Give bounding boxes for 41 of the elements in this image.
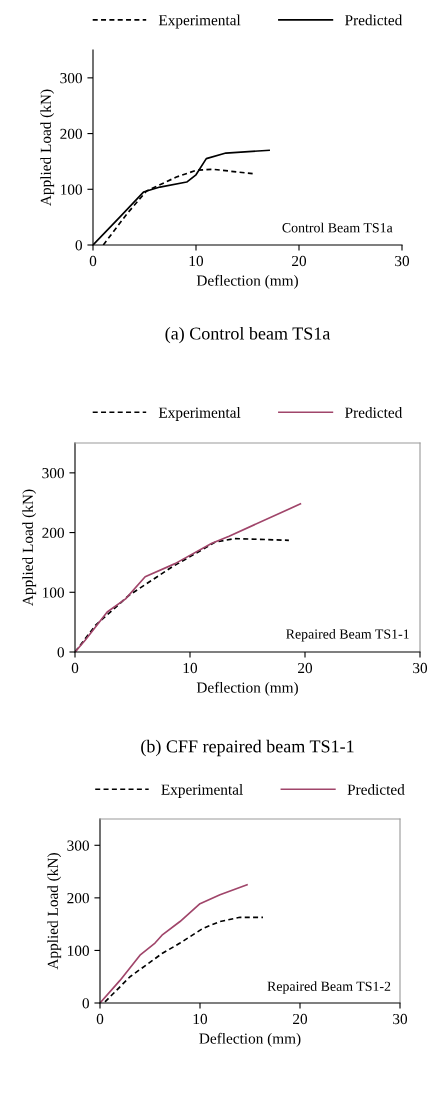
x-tick-label: 30 <box>413 662 428 674</box>
x-tick-label: 10 <box>189 255 204 267</box>
annotation: Repaired Beam TS1-2 <box>267 981 391 994</box>
x-tick-label: 0 <box>89 255 97 267</box>
x-tick-label: 10 <box>193 1013 208 1025</box>
legend-label: Predicted <box>345 407 403 418</box>
y-tick-label: 200 <box>67 893 89 904</box>
y-tick-label: 100 <box>68 945 89 956</box>
text: (b) CFF repaired beam TS1-1 <box>141 739 354 757</box>
text: (a) Control beam TS1a <box>165 326 331 344</box>
y-axis-title: Applied Load (kN) <box>47 853 62 970</box>
y-tick-label: 0 <box>82 998 89 1009</box>
annotation: Control Beam TS1a <box>282 222 393 233</box>
x-tick-label: 10 <box>183 662 198 674</box>
y-tick-label: 0 <box>75 240 82 251</box>
y-axis-title: Applied Load (kN) <box>22 489 37 606</box>
x-axis-title: Deflection (mm) <box>199 1032 301 1047</box>
y-tick-label: 100 <box>43 587 64 598</box>
x-axis-title: Deflection (mm) <box>196 681 298 696</box>
y-tick-label: 200 <box>42 527 64 539</box>
x-tick-label: 20 <box>298 662 313 674</box>
legend-label: Experimental <box>161 784 243 798</box>
x-tick-label: 20 <box>292 255 307 267</box>
x-tick-label: 30 <box>393 1013 408 1025</box>
y-tick-label: 200 <box>60 128 82 140</box>
annotation: Repaired Beam TS1-1 <box>286 628 409 642</box>
y-tick-label: 100 <box>61 184 82 195</box>
x-axis-title: Deflection (mm) <box>196 274 298 289</box>
line-series <box>100 883 248 1003</box>
y-tick-label: 0 <box>57 647 64 658</box>
y-tick-label: 300 <box>60 73 82 84</box>
legend-label: Predicted <box>347 784 405 795</box>
y-tick-label: 300 <box>42 468 64 479</box>
x-tick-label: 0 <box>96 1013 104 1025</box>
legend-label: Experimental <box>158 407 241 421</box>
y-axis-title: Applied Load (kN) <box>40 89 55 206</box>
x-tick-label: 20 <box>293 1013 308 1025</box>
x-tick-label: 30 <box>395 255 410 267</box>
y-tick-label: 300 <box>67 840 89 851</box>
legend-label: Predicted <box>345 14 403 26</box>
legend-label: Experimental <box>158 14 241 29</box>
